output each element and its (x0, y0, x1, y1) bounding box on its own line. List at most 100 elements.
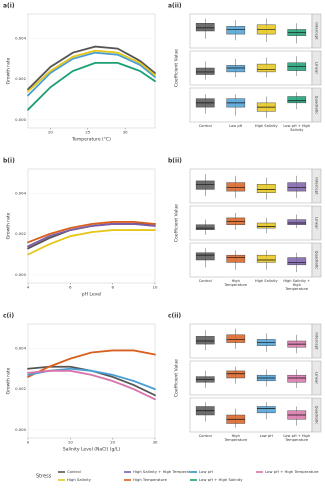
panel-label: c(ii) (168, 313, 181, 320)
facet-label: Quadratic (315, 251, 320, 270)
facet-strip (311, 205, 322, 241)
series-line (27, 221, 156, 244)
x-tick-label: 30 (123, 130, 128, 135)
x-tick-label: 30 (153, 440, 158, 445)
box (287, 96, 307, 104)
x-axis-label: pH Level (82, 292, 102, 298)
box (287, 257, 307, 266)
facet-label: Linear (315, 62, 320, 74)
legend-label: High Salinity (67, 477, 92, 482)
x-tick-label: 20 (48, 130, 53, 135)
x-tick-label: High Salinity (254, 279, 278, 283)
y-axis-label: Growth rate (6, 367, 12, 394)
x-tick-label: Low pH + High Salinity (283, 124, 311, 132)
x-tick-label: High Temperature (224, 279, 248, 287)
legend-label: Low pH + High Salinity (199, 477, 243, 482)
y-axis-label: Coefficient Value (174, 49, 180, 87)
box (256, 63, 276, 73)
box (226, 254, 246, 263)
x-tick-label: Control (198, 124, 212, 128)
box (226, 370, 246, 379)
facet-strip (311, 168, 322, 204)
x-tick-label: Control (198, 434, 212, 438)
x-tick-label: 10 (153, 285, 158, 290)
box (256, 222, 276, 229)
box (287, 182, 307, 192)
facet-strip (311, 323, 322, 359)
box (256, 184, 276, 194)
legend-label: Low pH + High Temperature (265, 469, 319, 474)
x-tick-label: High Temperature (224, 434, 248, 442)
box (226, 65, 246, 73)
box (195, 23, 215, 32)
x-tick-label: 0 (27, 440, 30, 445)
box (287, 374, 307, 383)
y-tick-label: 0.004 (15, 35, 26, 40)
y-tick-label: 0.002 (15, 231, 26, 236)
x-axis-label: Salinity Level (NaCl) (g/L) (63, 447, 120, 453)
facet-strip (311, 50, 322, 86)
x-tick-label: 25 (85, 130, 90, 135)
y-axis-label: Coefficient Value (174, 359, 180, 397)
facet-label: Linear (315, 217, 320, 229)
facet-label: Quadratic (315, 96, 320, 115)
x-tick-label: 10 (68, 440, 73, 445)
x-tick-label: 20 (110, 440, 115, 445)
box (226, 182, 246, 192)
box (195, 67, 215, 75)
x-tick-label: Low pH (259, 434, 273, 438)
y-axis-label: Coefficient Value (174, 204, 180, 242)
x-tick-label: 6 (69, 285, 72, 290)
box (287, 219, 307, 225)
x-tick-label: 8 (111, 285, 114, 290)
facet-label: Quadratic (315, 406, 320, 425)
y-tick-label: 0.002 (15, 76, 26, 81)
box (226, 26, 246, 35)
facet-strip (311, 242, 322, 278)
facet-strip (311, 87, 322, 123)
facet-strip (311, 397, 322, 433)
y-tick-label: 0.004 (15, 345, 26, 350)
y-axis-label: Growth rate (6, 57, 12, 84)
facet-label: Intercept (315, 332, 320, 350)
box (195, 252, 215, 261)
x-tick-label: Low pH (229, 124, 243, 128)
series-line (27, 45, 156, 91)
x-tick-label: Low pH + High Temperature (283, 434, 311, 442)
series-line (27, 223, 156, 248)
x-tick-label: High Salinity (254, 124, 278, 128)
y-tick-label: 0.000 (15, 427, 26, 432)
x-tick-label: 4 (27, 285, 30, 290)
legend-label: High Salinity + High Temperature (133, 469, 197, 474)
y-tick-label: 0.000 (15, 117, 26, 122)
series-line (27, 49, 156, 93)
panel-label: b(i) (3, 158, 15, 165)
box (195, 336, 215, 345)
y-tick-label: 0.000 (15, 272, 26, 277)
box (195, 224, 215, 230)
series-line (27, 229, 156, 256)
y-tick-label: 0.002 (15, 386, 26, 391)
facet-strip (311, 13, 322, 49)
facet-label: Intercept (315, 177, 320, 195)
box (195, 180, 215, 190)
y-tick-label: 0.004 (15, 190, 26, 195)
series-line (27, 369, 156, 401)
x-tick-label: High Salinity + High Temperature (283, 279, 311, 291)
legend-label: Low pH (199, 469, 213, 474)
box (226, 334, 246, 343)
facet-label: Intercept (315, 22, 320, 40)
facet-label: Linear (315, 372, 320, 384)
facet-strip (311, 360, 322, 396)
box (256, 406, 276, 414)
x-axis-label: Temperature (°C) (71, 137, 111, 143)
legend-label: High Temperature (133, 477, 168, 482)
panel-label: a(i) (3, 3, 15, 10)
legend-label: Control (67, 469, 81, 474)
panel-label: c(i) (3, 313, 14, 320)
panel-label: b(ii) (168, 158, 182, 165)
series-line (27, 349, 156, 378)
series-line (27, 61, 156, 111)
